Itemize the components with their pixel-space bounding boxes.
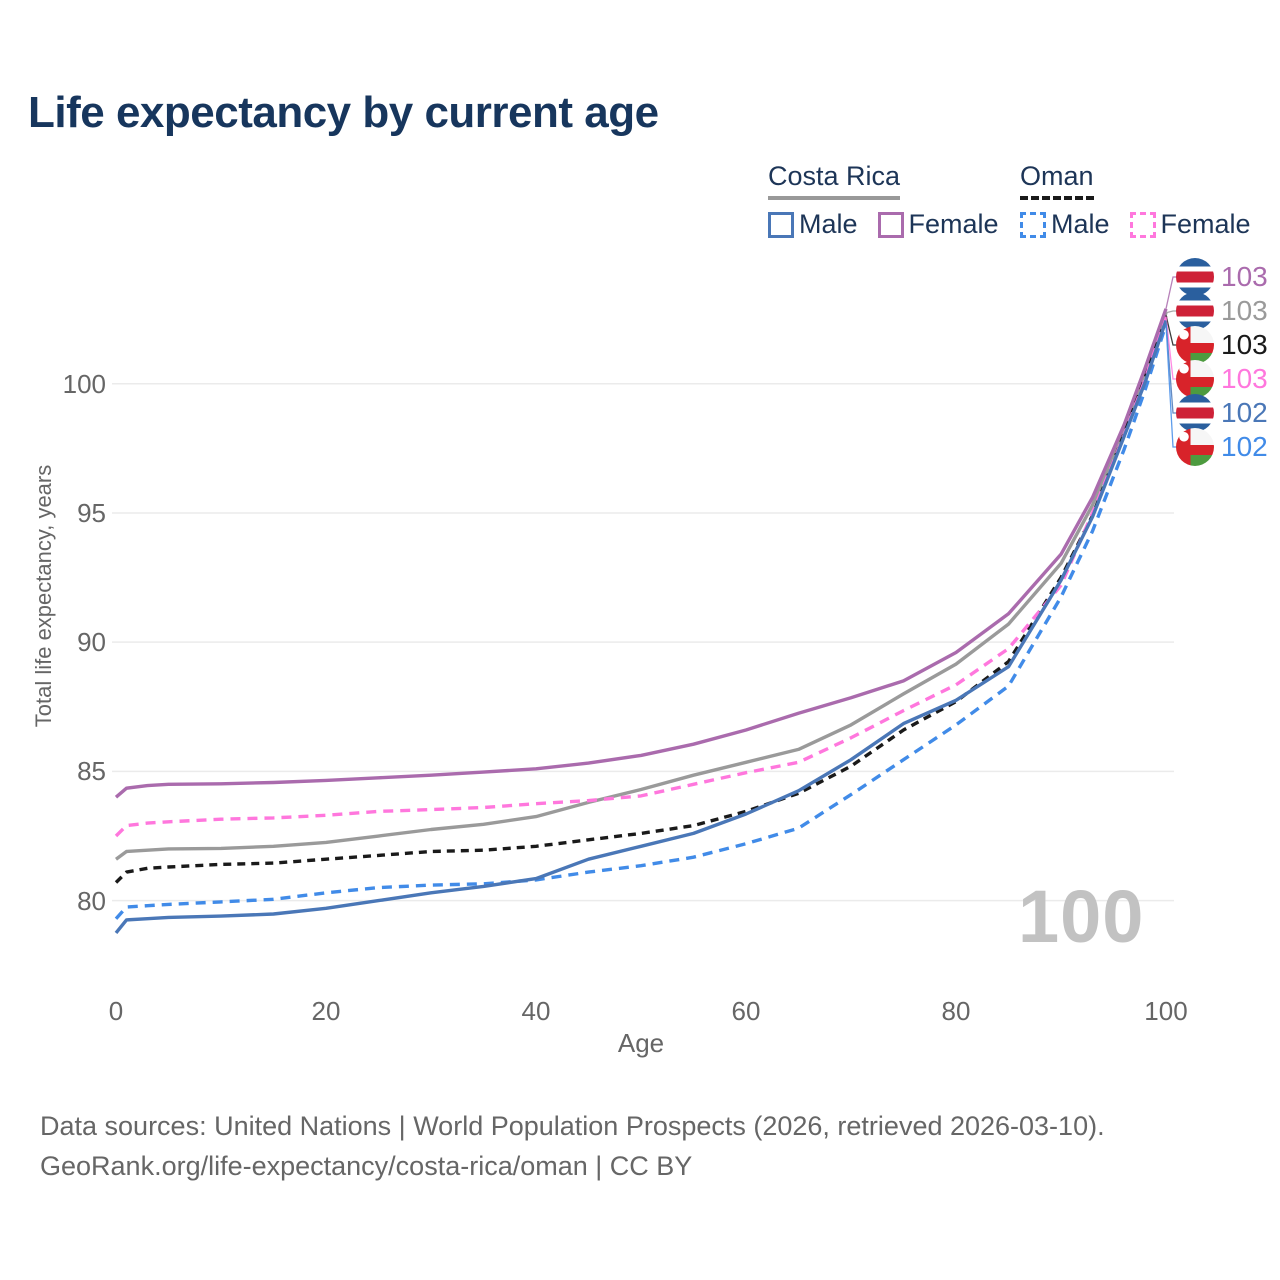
x-tick-label-80: 80 [941,996,971,1026]
end-label-row-oman-both-sexes: 103 [1176,326,1268,364]
end-label-value-costa-rica-male: 102 [1221,397,1268,428]
end-label-connector-costa-rica-male [1165,320,1177,414]
series-line-oman-male[interactable] [114,323,1168,920]
x-tick-label-60: 60 [731,996,761,1026]
y-tick-label-100: 100 [62,368,106,399]
footer-attribution[interactable]: GeoRank.org/life-expectancy/costa-rica/o… [40,1151,693,1181]
costa-rica-male-swatch [768,211,794,238]
y-tick-label-85: 85 [77,756,106,787]
oman-flag-icon [1176,360,1214,398]
legend-country-oman[interactable]: Oman [1020,161,1094,200]
end-label-row-costa-rica-female: 103 [1176,258,1268,296]
x-axis-title: Age [617,1028,665,1058]
end-label-connector-costa-rica-both-sexes [1165,310,1177,314]
oman-male-swatch [1020,211,1046,238]
series-line-oman-female[interactable] [114,316,1168,838]
x-tick-label-40: 40 [521,996,551,1026]
legend-country-costa-rica[interactable]: Costa Rica [768,161,901,200]
legend-group-costa-rica: Costa Rica Male Female [768,161,999,240]
end-label-row-costa-rica-male: 102 [1176,394,1268,432]
end-label-value-costa-rica-female: 103 [1221,261,1268,292]
end-label-row-costa-rica-both-sexes: 103 [1176,292,1268,330]
end-label-value-costa-rica-both-sexes: 103 [1221,295,1268,326]
y-tick-label-80: 80 [77,885,106,916]
end-label-connector-oman-female [1165,316,1177,380]
costa-rica-flag-icon [1176,258,1214,296]
x-tick-label-100: 100 [1144,996,1188,1026]
end-label-value-oman-both-sexes: 103 [1221,329,1268,360]
y-tick-label-95: 95 [77,497,106,528]
costa-rica-flag-icon [1176,394,1214,432]
costa-rica-female-swatch [877,211,904,238]
end-label-value-oman-male: 102 [1221,431,1268,462]
x-tick-label-0: 0 [108,996,124,1026]
end-label-row-oman-male: 102 [1176,428,1268,466]
costa-rica-flag-icon [1176,292,1214,330]
footer-data-sources: Data sources: United Nations | World Pop… [40,1111,1105,1141]
legend-item-oman-male[interactable]: Male [1020,209,1110,240]
end-label-connector-costa-rica-female [1165,276,1177,309]
legend-group-oman: Oman Male Female [1020,161,1251,240]
y-tick-label-90: 90 [77,627,106,658]
end-label-connector-oman-both-sexes [1165,315,1177,346]
footer: Data sources: United Nations | World Pop… [40,1106,1105,1186]
end-label-connector-oman-male [1165,324,1177,448]
series-line-costa-rica-male[interactable] [114,319,1168,934]
series-line-costa-rica-female[interactable] [114,308,1168,799]
y-axis-title: Total life expectancy, years [31,464,56,728]
legend-item-oman-female[interactable]: Female [1129,209,1251,240]
age-frame-watermark: 100 [1018,875,1145,958]
page-title: Life expectancy by current age [28,88,659,137]
series-line-costa-rica-both-sexes[interactable] [114,312,1168,861]
end-label-value-oman-female: 103 [1221,363,1268,394]
x-tick-label-20: 20 [311,996,341,1026]
oman-flag-icon [1176,326,1214,364]
legend-item-costa-rica-female[interactable]: Female [877,209,999,240]
end-label-row-oman-female: 103 [1176,360,1268,398]
oman-female-swatch [1129,211,1156,238]
oman-flag-icon [1176,428,1214,466]
legend-item-costa-rica-male[interactable]: Male [768,209,858,240]
